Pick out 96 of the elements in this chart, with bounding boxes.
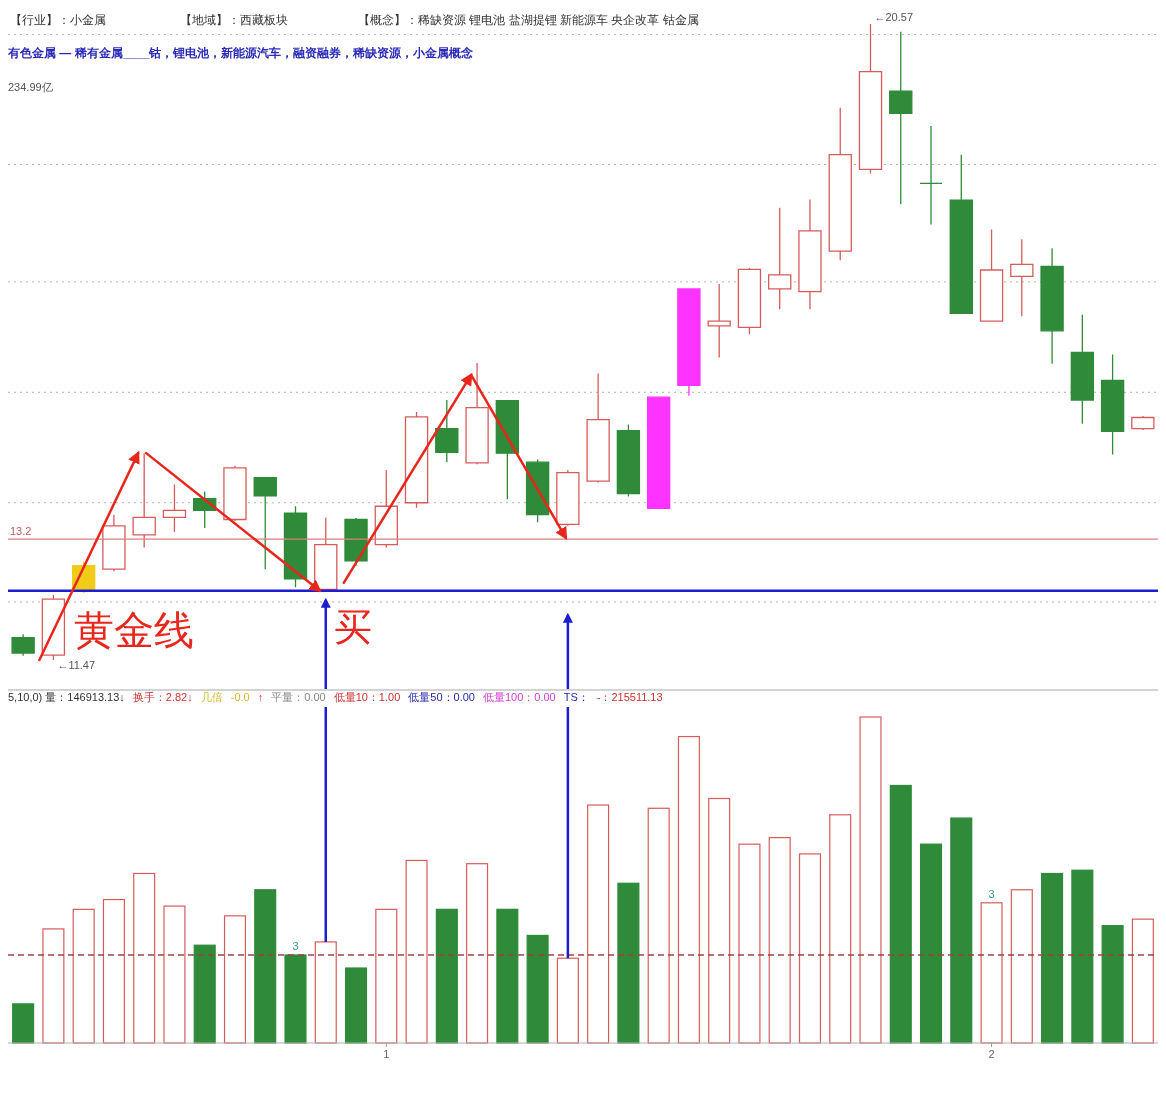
text: 换手：2.82↓ [132,691,193,703]
bar [284,954,307,1044]
candlestick [889,31,913,205]
bar [72,908,95,1044]
candlestick [677,288,701,397]
candlestick [1131,415,1155,431]
bar [375,908,398,1044]
ref-line-label: 黄金线 [74,607,194,652]
text: 平量：0.00 [271,691,326,703]
annotation: 3 [292,939,299,952]
bar [919,843,943,1044]
bar [1041,872,1064,1044]
bar [587,804,610,1044]
bar [798,853,822,1044]
candlestick [949,154,973,315]
text: ←20.57 [874,11,914,23]
candlestick [465,362,489,465]
candlestick [828,107,852,261]
bar [344,967,368,1044]
candlestick [253,476,277,570]
bar [193,944,216,1044]
candlestick [102,513,126,572]
bar [435,908,458,1044]
text: -：215511.13 [596,691,663,703]
bar [405,859,428,1044]
bar [466,863,489,1044]
bar [950,817,973,1044]
text: 低量50：0.00 [408,691,475,703]
candlestick [1100,353,1125,456]
candlestick [1070,314,1095,425]
candlestick [979,228,1004,323]
bar [133,872,156,1044]
bar [889,784,912,1044]
candlestick [768,207,792,310]
bar [254,889,277,1044]
bar [314,941,337,1044]
bar [829,814,852,1044]
bar [677,735,700,1044]
candlestick [314,516,338,592]
candlestick [858,23,883,175]
candlestick [707,283,731,359]
bar [42,928,65,1044]
candlestick [646,396,671,509]
candlestick [132,452,156,549]
bar [859,716,882,1044]
text: ↑ [257,691,264,703]
candlestick [435,399,459,463]
candlestick [556,469,580,527]
annotation: ←11.47 [57,659,96,671]
bar [1131,918,1154,1044]
candlestick [737,267,762,335]
bar [102,898,125,1044]
text: 几倍 [200,691,223,703]
bar [1071,869,1094,1044]
candlestick [495,399,520,500]
candlestick [798,198,822,310]
bar [1101,925,1124,1044]
bar [496,908,519,1044]
annotation: 【地域】：西藏板块 [180,13,288,27]
text: 低量100：0.00 [482,691,556,703]
text: 5,10,0) 量：146913.13↓ [8,691,125,703]
annotation: 有色金属 — 稀有金属____钴，锂电池，新能源汽车，融资融券，稀缺资源，小金属概念 [7,46,475,60]
candlestick [223,465,247,522]
bar [1010,889,1033,1044]
bar [526,934,549,1044]
annotation: 3 [988,887,995,900]
bar [223,915,247,1044]
candlestick [919,125,943,226]
candlestick [344,517,368,567]
bar [768,837,791,1044]
candlestick [404,411,429,509]
bar [12,1003,35,1044]
candlestick [11,633,35,657]
bar [617,882,640,1044]
bar [163,905,186,1044]
x-tick-label: 2 [988,1048,995,1060]
candlestick [162,483,187,533]
x-tick-label: 1 [383,1048,390,1060]
candlestick [586,372,610,484]
candlestick [1040,247,1064,365]
annotation: 234.99亿 [8,81,53,93]
text: 低量10：1.00 [333,691,401,703]
candlestick [283,505,308,588]
annotation: 【行业】：小金属 [10,13,106,27]
annotation: 买 [334,606,372,648]
text: TS： [563,691,589,703]
bar [708,797,731,1044]
bar [980,902,1003,1044]
candlestick [1010,238,1034,317]
text: -0.0 [230,691,250,703]
bar [647,807,670,1044]
bar [738,843,761,1044]
candlestick [616,423,641,498]
bar [556,957,579,1044]
ref-line-label: 13.2 [10,525,32,538]
annotation: 【概念】：稀缺资源 锂电池 盐湖提锂 新能源车 央企改革 钴金属 [358,13,699,27]
